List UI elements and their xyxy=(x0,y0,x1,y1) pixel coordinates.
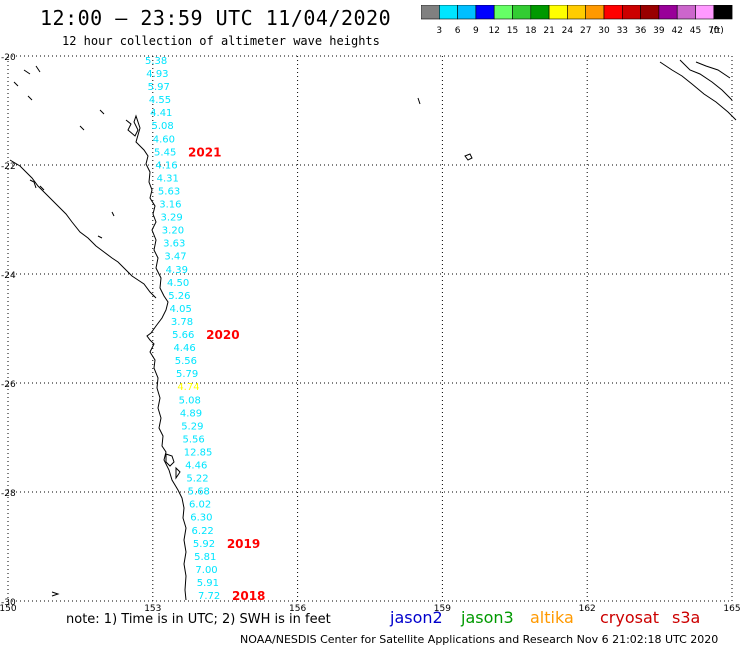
colorbar-tick-label: 12 xyxy=(488,26,499,36)
wave-height-label: 5.66 xyxy=(172,330,194,341)
wave-height-label: 7.00 xyxy=(195,565,217,576)
satellite-jason2-label: jason2 xyxy=(390,608,443,627)
wave-height-label: 3.78 xyxy=(171,317,193,328)
colorbar-tick-label: 21 xyxy=(543,26,554,36)
time-label: 2021 xyxy=(188,145,221,159)
longitude-label: 162 xyxy=(579,604,596,614)
wave-height-label: 4.55 xyxy=(149,95,171,106)
wave-height-label: 12.85 xyxy=(184,447,213,458)
colorbar-tick-label: 18 xyxy=(525,26,537,36)
colorbar-tick-label: 36 xyxy=(635,26,647,36)
longitude-label: 156 xyxy=(289,604,306,614)
units-note: note: 1) Time is in UTC; 2) SWH is in fe… xyxy=(66,612,331,627)
map-title: 12:00 — 23:59 UTC 11/04/2020 xyxy=(40,6,392,30)
time-label: 2020 xyxy=(206,328,239,342)
colorbar-tick-label: 70 xyxy=(708,26,720,36)
wave-height-label: 5.63 xyxy=(158,186,180,197)
wave-height-label-highlight: 4.74 xyxy=(177,382,199,393)
coastline-islands xyxy=(13,65,181,480)
colorbar-tick-label: 27 xyxy=(580,26,591,36)
wave-height-label: 5.08 xyxy=(179,395,201,406)
wave-height-label: 4.41 xyxy=(150,108,172,119)
wave-height-label: 3.47 xyxy=(164,252,186,263)
coastline-australia xyxy=(125,114,187,601)
latitude-label: -30 xyxy=(1,598,16,608)
longitude-label: 159 xyxy=(434,604,451,614)
wave-height-label: 4.50 xyxy=(167,278,189,289)
wave-height-label: 4.31 xyxy=(157,173,179,184)
wave-height-label: 5.97 xyxy=(148,82,170,93)
wave-height-label: 5.79 xyxy=(176,369,198,380)
colorbar-tick-label: 6 xyxy=(455,26,461,36)
wave-height-label: 7.72 xyxy=(198,591,220,602)
wave-height-label: 4.60 xyxy=(153,134,175,145)
time-labels: 2021 2020 2019 2018 xyxy=(188,145,265,603)
wave-height-label: 5.26 xyxy=(168,291,190,302)
footer-credit: NOAA/NESDIS Center for Satellite Applica… xyxy=(240,633,719,646)
colorbar-swatch xyxy=(713,5,733,20)
island-new-caledonia xyxy=(417,59,737,161)
wave-height-label: 5.92 xyxy=(193,539,215,550)
wave-height-label: 6.02 xyxy=(189,500,211,511)
colorbar-tick-label: 9 xyxy=(473,26,479,36)
map-subtitle: 12 hour collection of altimeter wave hei… xyxy=(62,34,380,48)
wave-height-label: 3.16 xyxy=(159,200,181,211)
colorbar-tick-label: 42 xyxy=(671,26,682,36)
colorbar-tick-label: 33 xyxy=(617,26,628,36)
colorbar-tick-label: 39 xyxy=(653,26,665,36)
wave-height-label: 5.38 xyxy=(145,56,167,67)
wave-height-label: 4.89 xyxy=(180,408,202,419)
latitude-label: -20 xyxy=(1,53,16,63)
wave-height-label: 5.56 xyxy=(175,356,197,367)
satellite-altika-label: altika xyxy=(530,608,574,627)
wave-height-label: 3.29 xyxy=(161,213,183,224)
colorbar-tick-label: 24 xyxy=(562,26,574,36)
colorbar-legend: 3 6 9 12 15 18 21 24 27 30 33 36 39 42 45 70(ft) xyxy=(421,5,733,36)
wave-height-label: 5.45 xyxy=(154,147,176,158)
wave-height-label: 5.56 xyxy=(182,434,204,445)
latitude-label: -28 xyxy=(1,489,16,499)
latitude-label: -22 xyxy=(1,162,16,172)
coastline-north-gulf xyxy=(9,159,157,299)
wave-height-label: 5.08 xyxy=(151,121,173,132)
time-label: 2019 xyxy=(227,537,260,551)
wave-height-label: 4.16 xyxy=(155,160,177,171)
wave-height-label: 6.30 xyxy=(190,513,212,524)
latitude-label: -26 xyxy=(1,380,16,390)
wave-height-label: 4.46 xyxy=(173,343,195,354)
longitude-label: 150 xyxy=(0,604,17,614)
colorbar-unit: (ft) xyxy=(710,26,724,36)
scale-mark xyxy=(51,591,60,597)
satellite-cryosat-label: cryosat xyxy=(600,608,660,627)
wave-height-label: 5.81 xyxy=(194,552,216,563)
wave-height-label: 6.22 xyxy=(192,526,214,537)
longitude-label: 165 xyxy=(723,604,740,614)
wave-height-label: 5.91 xyxy=(197,578,219,589)
wave-height-label: 4.46 xyxy=(185,461,207,472)
wave-height-label: 3.63 xyxy=(163,239,185,250)
colorbar-tick-label: 45 xyxy=(690,26,701,36)
time-label: 2018 xyxy=(232,589,265,603)
wave-height-label: 5.29 xyxy=(181,421,203,432)
wave-height-label: 5.68 xyxy=(188,487,210,498)
satellite-jason3-label: jason3 xyxy=(461,608,514,627)
wave-height-label: 3.20 xyxy=(162,226,184,237)
colorbar-tick-label: 15 xyxy=(507,26,518,36)
colorbar-tick-label: 3 xyxy=(436,26,442,36)
wave-height-label: 4.93 xyxy=(146,69,168,80)
wave-height-label: 4.05 xyxy=(170,304,192,315)
wave-height-track: 5.38 4.93 5.97 4.55 4.41 5.08 4.60 5.45 4.16 4.31… xyxy=(145,56,220,602)
wave-height-label: 5.22 xyxy=(186,474,208,485)
latitude-label: -24 xyxy=(1,271,16,281)
satellite-s3a-label: s3a xyxy=(672,608,701,627)
longitude-label: 153 xyxy=(144,604,161,614)
graticule xyxy=(7,55,733,602)
map-frame xyxy=(7,55,733,602)
wave-height-label: 4.39 xyxy=(166,265,188,276)
colorbar-tick-label: 30 xyxy=(598,26,610,36)
